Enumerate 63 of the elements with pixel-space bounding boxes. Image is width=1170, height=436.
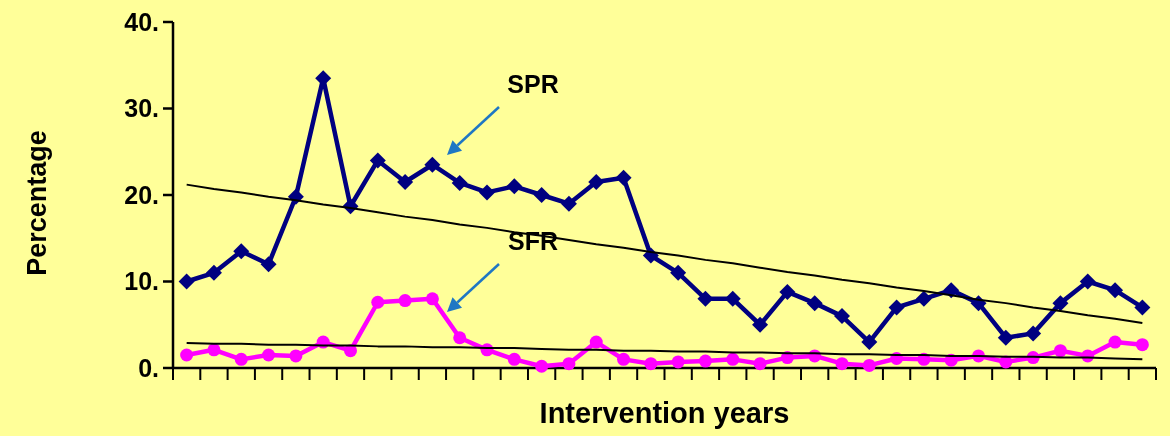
point (806, 295, 823, 312)
point (371, 295, 385, 309)
point (289, 349, 303, 363)
point (671, 355, 685, 369)
point (1135, 338, 1149, 352)
y-tick-label: 20. (124, 180, 159, 209)
point (1108, 335, 1122, 349)
point (178, 273, 195, 290)
point (779, 283, 796, 300)
point (753, 357, 767, 371)
point (1025, 325, 1042, 342)
point (726, 352, 740, 366)
point (479, 184, 496, 201)
point (453, 331, 467, 345)
point (260, 256, 277, 273)
point (588, 174, 605, 191)
point (535, 359, 549, 373)
y-tick-label: 40. (124, 7, 159, 36)
point (615, 169, 632, 186)
point (617, 352, 631, 366)
point (861, 334, 878, 351)
point (1052, 295, 1069, 312)
point (234, 352, 248, 366)
point (644, 357, 658, 371)
point (1107, 282, 1124, 299)
point (697, 290, 714, 307)
point (506, 178, 523, 195)
point (369, 152, 386, 169)
point (1134, 299, 1151, 316)
point (862, 358, 876, 372)
point (888, 299, 905, 316)
point (425, 292, 439, 306)
point (205, 264, 222, 281)
point (1053, 344, 1067, 358)
point (397, 174, 414, 191)
point (835, 357, 849, 371)
y-tick-label: 0. (138, 353, 159, 382)
point (507, 352, 521, 366)
line-series (185, 183, 1144, 325)
point (560, 195, 577, 212)
point (589, 335, 603, 349)
point (670, 264, 687, 281)
point (562, 357, 576, 371)
point (752, 316, 769, 333)
y-axis-title: Percentage (22, 130, 52, 276)
point (698, 354, 712, 368)
point (398, 294, 412, 308)
point (943, 282, 960, 299)
point (724, 290, 741, 307)
y-tick-label: 10. (124, 267, 159, 296)
point (533, 187, 550, 203)
x-axis-title: Intervention years (539, 397, 790, 429)
point (1079, 273, 1096, 290)
point (262, 348, 276, 362)
y-tick-label: 30. (124, 94, 159, 123)
annotation: SPR (507, 70, 559, 98)
point (233, 243, 250, 260)
point (833, 308, 850, 325)
point (915, 290, 932, 307)
point (180, 348, 194, 362)
point (424, 156, 441, 173)
point (451, 174, 468, 191)
point (997, 329, 1014, 346)
